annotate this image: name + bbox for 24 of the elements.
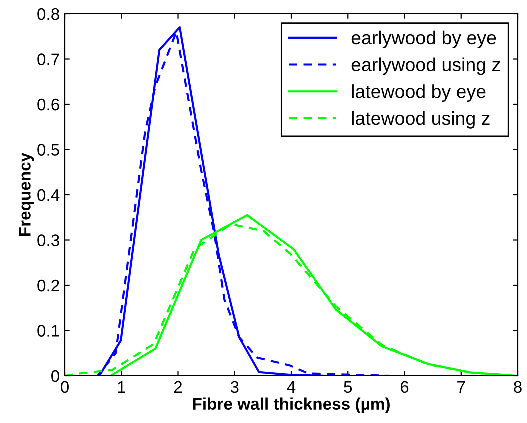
x-tick-label: 1 xyxy=(118,381,126,393)
y-tick-label: 0.2 xyxy=(38,280,60,292)
x-axis-title: Fibre wall thickness (µm) xyxy=(193,398,390,414)
legend-label: latewood using z xyxy=(352,111,490,129)
y-tick-label: 0 xyxy=(52,370,60,382)
y-tick-label: 0.3 xyxy=(38,234,60,246)
y-tick-label: 0.7 xyxy=(38,54,60,66)
y-tick-label: 0.4 xyxy=(38,189,60,202)
x-tick-label: 6 xyxy=(400,381,409,394)
x-tick-label: 7 xyxy=(458,381,466,393)
y-tick-label: 0.1 xyxy=(38,325,60,337)
legend-label: earlywood by eye xyxy=(352,30,496,48)
y-axis-title: Frequency xyxy=(19,152,34,236)
legend-label: latewood by eye xyxy=(352,84,486,102)
y-tick-label: 0.5 xyxy=(38,144,60,156)
legend-label: earlywood using z xyxy=(352,58,500,76)
x-tick-label: 3 xyxy=(230,381,239,394)
x-tick-label: 8 xyxy=(514,381,522,394)
x-tick-label: 2 xyxy=(174,381,182,393)
y-tick-label: 0.8 xyxy=(38,8,60,20)
y-tick-label: 0.6 xyxy=(38,98,60,111)
x-tick-label: 5 xyxy=(344,381,352,394)
x-tick-label: 4 xyxy=(287,381,296,393)
x-tick-label: 0 xyxy=(61,381,69,394)
